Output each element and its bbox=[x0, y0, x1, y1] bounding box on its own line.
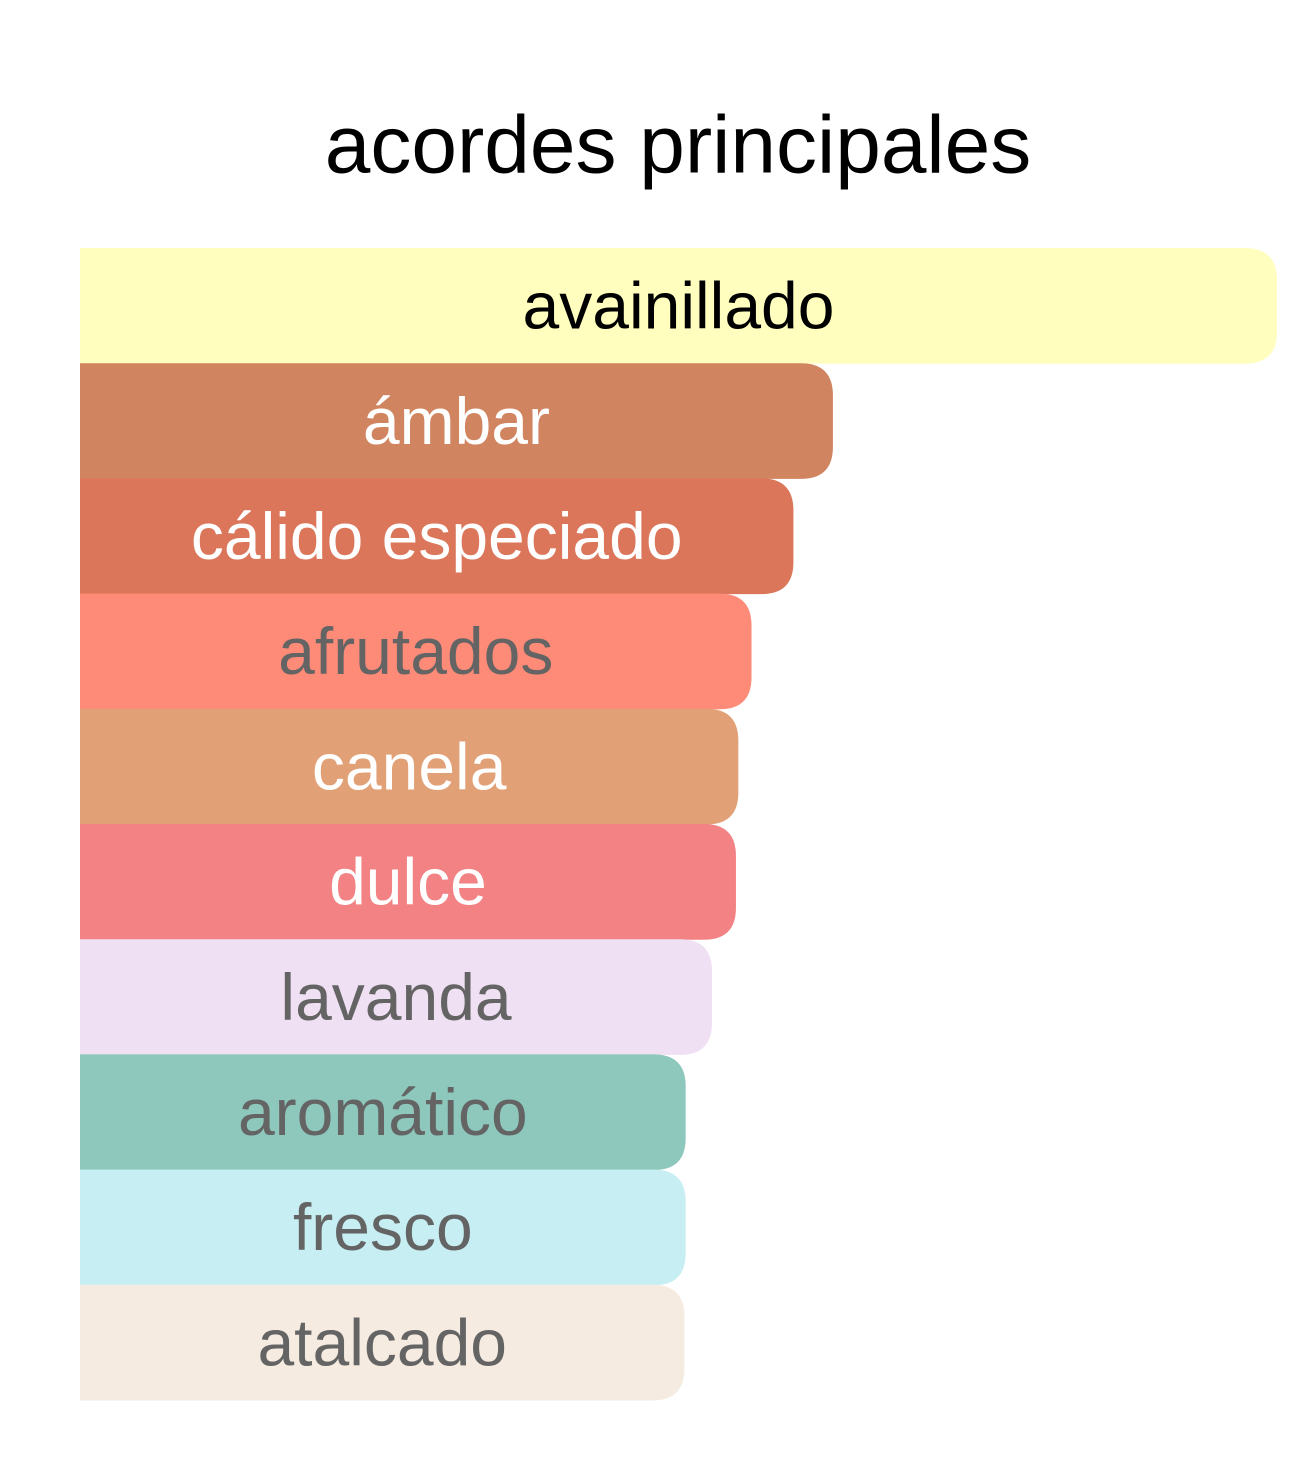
bar-label: cálido especiado bbox=[191, 499, 683, 573]
bar-label: canela bbox=[312, 729, 507, 803]
bar-label: lavanda bbox=[280, 960, 511, 1034]
bar bbox=[80, 708, 739, 825]
bar-label: afrutados bbox=[278, 614, 553, 688]
bar-label: atalcado bbox=[257, 1305, 507, 1379]
bar bbox=[80, 1284, 685, 1401]
bar-label: fresco bbox=[293, 1190, 473, 1264]
bar-label: dulce bbox=[329, 845, 487, 919]
bar bbox=[80, 939, 713, 1055]
bar bbox=[80, 478, 794, 595]
bar bbox=[80, 824, 736, 940]
bar-label: aromático bbox=[238, 1075, 528, 1149]
bar bbox=[80, 593, 752, 710]
bar bbox=[80, 1169, 686, 1286]
bar bbox=[80, 363, 833, 479]
chart-title: acordes principales bbox=[325, 100, 1032, 191]
bar-label: avainillado bbox=[523, 269, 835, 343]
bar-label: ámbar bbox=[363, 384, 550, 458]
bar bbox=[80, 1054, 686, 1171]
bar bbox=[80, 248, 1277, 364]
